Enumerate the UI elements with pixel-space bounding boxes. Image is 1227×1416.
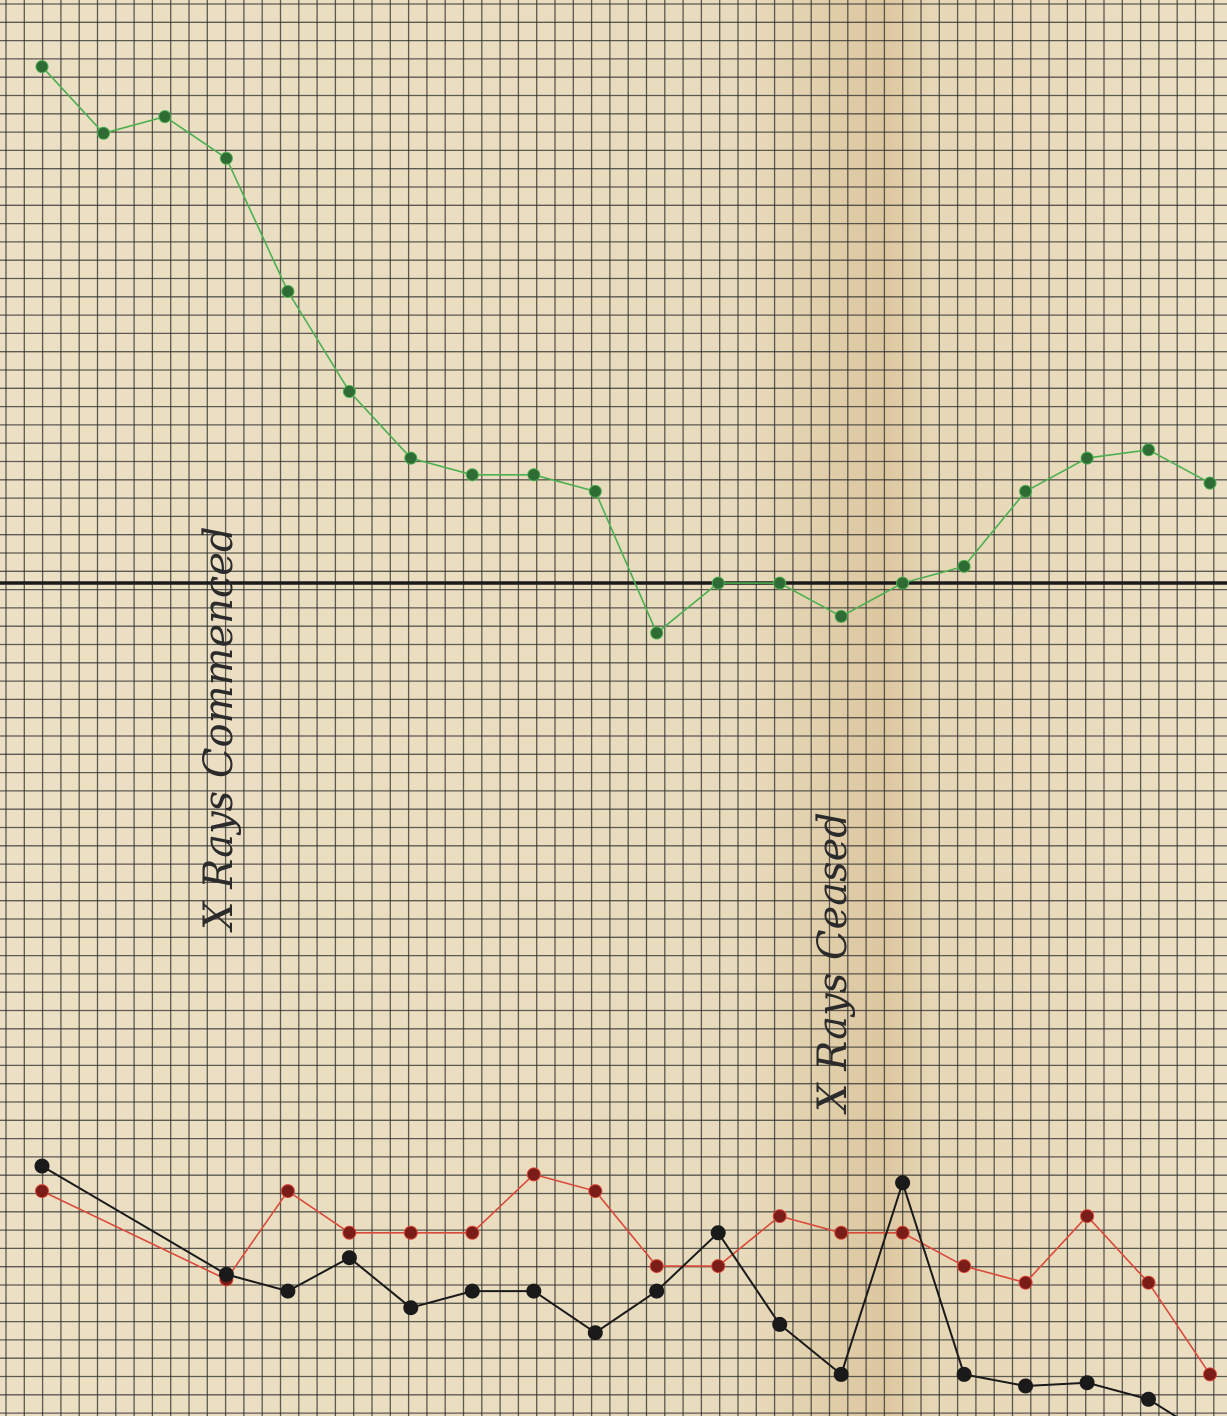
data-point-green <box>588 484 602 498</box>
data-point-red <box>342 1225 357 1240</box>
data-point-green <box>1203 476 1217 490</box>
data-point-black <box>587 1325 603 1341</box>
data-point-green <box>158 110 172 124</box>
annotations: X Rays Commenced X Rays Ceased <box>196 526 856 1115</box>
series-green <box>35 60 1217 640</box>
x-rays-commenced-label: X Rays Commenced <box>196 526 242 933</box>
data-point-black <box>403 1300 419 1316</box>
data-point-red <box>526 1167 541 1182</box>
data-point-green <box>404 451 418 465</box>
data-point-green <box>281 285 295 298</box>
data-point-green <box>773 576 787 590</box>
data-point-red <box>1018 1275 1033 1290</box>
data-point-black <box>34 1158 50 1174</box>
data-point-green <box>35 60 49 74</box>
data-point-green <box>1019 484 1033 498</box>
series-red <box>35 1167 1217 1382</box>
data-point-green <box>834 609 848 623</box>
data-point-green <box>957 559 971 573</box>
data-point-green <box>1080 451 1094 465</box>
data-point-green <box>465 468 479 482</box>
data-point-black <box>1141 1391 1156 1407</box>
data-point-black <box>772 1316 788 1332</box>
data-point-red <box>588 1184 603 1199</box>
data-point-red <box>711 1259 726 1274</box>
data-point-black <box>649 1283 665 1299</box>
data-point-black <box>526 1283 542 1299</box>
data-point-black <box>956 1366 972 1382</box>
data-point-green <box>342 385 356 398</box>
data-point-green <box>219 151 233 165</box>
data-point-red <box>895 1225 910 1240</box>
data-point-red <box>957 1259 972 1274</box>
data-point-green <box>1142 443 1155 457</box>
data-point-black <box>280 1283 296 1299</box>
data-point-black <box>1018 1378 1034 1394</box>
data-point-red <box>1080 1209 1095 1224</box>
series <box>34 60 1217 1416</box>
data-point-red <box>280 1184 295 1199</box>
data-point-green <box>896 576 910 590</box>
series-line-black <box>41 1165 1178 1416</box>
series-black <box>34 1158 1178 1416</box>
data-point-black <box>895 1175 911 1191</box>
data-point-red <box>649 1259 664 1274</box>
data-point-black <box>218 1266 234 1282</box>
data-point-red <box>834 1225 849 1240</box>
series-line-green <box>41 66 1211 634</box>
data-point-black <box>464 1283 480 1299</box>
data-point-green <box>711 576 725 590</box>
data-point-green <box>527 468 541 482</box>
data-point-black <box>341 1250 357 1266</box>
x-rays-ceased-label: X Rays Ceased <box>810 812 856 1115</box>
data-point-black <box>710 1225 726 1241</box>
data-point-red <box>403 1225 418 1240</box>
data-point-black <box>1079 1375 1095 1391</box>
data-point-green <box>650 626 664 640</box>
data-point-red <box>1141 1275 1156 1290</box>
data-point-red <box>1203 1367 1217 1382</box>
data-point-red <box>465 1225 480 1240</box>
data-point-green <box>97 126 110 140</box>
series-line-red <box>41 1173 1211 1375</box>
data-point-black <box>833 1366 849 1382</box>
data-point-red <box>772 1209 787 1224</box>
data-point-red <box>35 1184 49 1199</box>
